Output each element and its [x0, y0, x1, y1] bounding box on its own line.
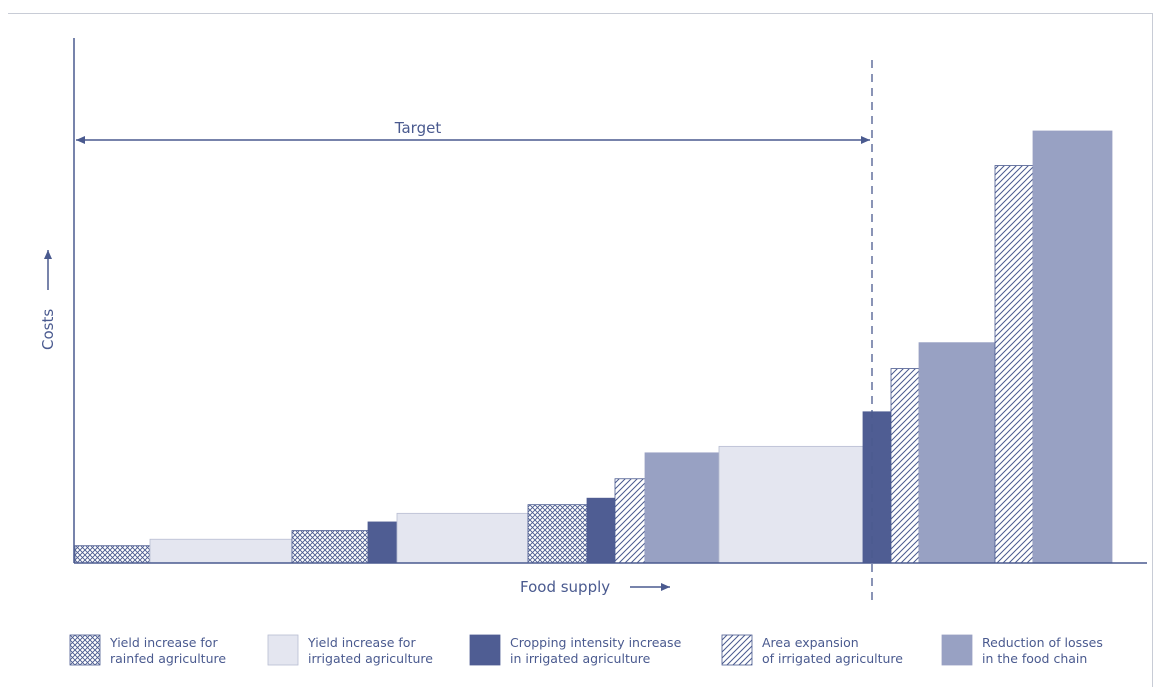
legend-swatch-irrigated_yield	[267, 634, 299, 666]
bar-rainfed-2	[291, 530, 369, 564]
bar-area-13	[994, 165, 1034, 564]
legend-swatch-losses	[941, 634, 973, 666]
bar-cropping-10	[862, 411, 892, 564]
chart-frame	[8, 13, 1153, 687]
bar-irrigated_yield-9	[718, 445, 864, 564]
bar-area-7	[614, 478, 646, 564]
bar-area-11	[890, 368, 920, 564]
legend-label-cropping-line1: Cropping intensity increase	[510, 635, 682, 650]
y-axis-label: Costs	[39, 309, 57, 350]
target-label: Target	[394, 119, 442, 137]
bar-losses-8	[644, 452, 720, 564]
bars-group	[74, 130, 1113, 564]
legend-swatch-area	[721, 634, 753, 666]
bar-rainfed-0	[74, 545, 151, 564]
bar-losses-12	[918, 342, 996, 564]
legend-label-area-line1: Area expansion	[762, 635, 859, 650]
bar-losses-14	[1032, 130, 1113, 564]
legend-label-irrigated_yield-line1: Yield increase for	[307, 635, 416, 650]
bar-rainfed-5	[527, 504, 588, 564]
legend-label-cropping-line2: in irrigated agriculture	[510, 651, 651, 666]
legend-label-losses-line1: Reduction of losses	[982, 635, 1103, 650]
legend-label-rainfed-line2: rainfed agriculture	[110, 651, 226, 666]
legend-label-area-line2: of irrigated agriculture	[762, 651, 903, 666]
legend-swatch-cropping	[469, 634, 501, 666]
bar-cropping-3	[367, 521, 398, 564]
legend-swatch-rainfed	[69, 634, 101, 666]
x-axis-label: Food supply	[520, 578, 610, 596]
bar-irrigated_yield-1	[149, 538, 293, 564]
legend-label-irrigated_yield-line2: irrigated agriculture	[308, 651, 433, 666]
legend-label-rainfed-line1: Yield increase for	[109, 635, 218, 650]
legend-label-losses-line2: in the food chain	[982, 651, 1087, 666]
bar-cropping-6	[586, 497, 616, 564]
bar-irrigated_yield-4	[396, 512, 529, 564]
